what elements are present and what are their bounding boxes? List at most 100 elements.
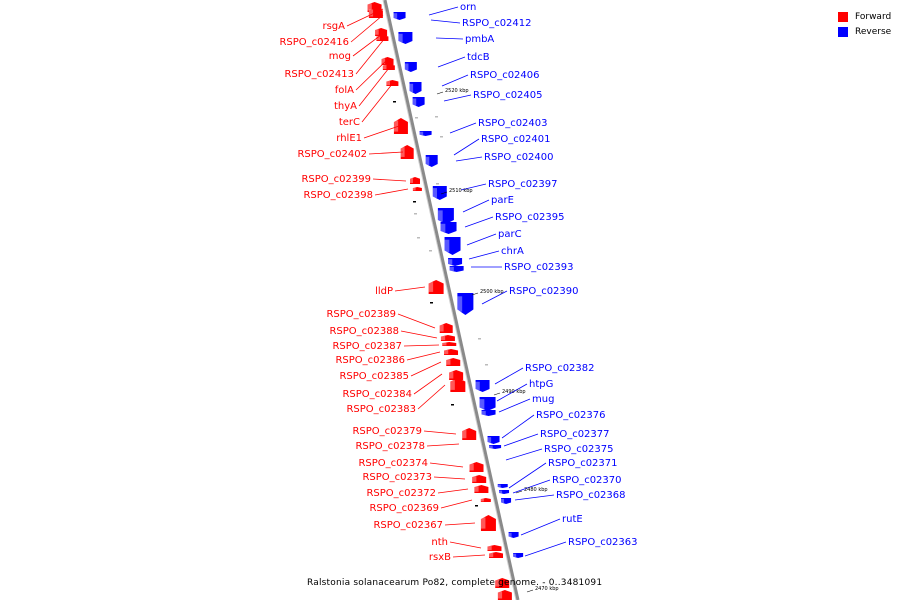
- reverse-gene-label: RSPO_c02397: [488, 179, 558, 190]
- reverse-gene-label: RSPO_c02403: [478, 118, 548, 129]
- forward-gene-6: [386, 80, 399, 86]
- forward-leader-15: [406, 351, 441, 361]
- gene-highlight: [489, 552, 494, 558]
- forward-leader-10: [374, 188, 409, 196]
- reverse-gene-9: [440, 222, 457, 234]
- reverse-gene-2: [404, 62, 417, 72]
- forward-gene-label: folA: [335, 85, 354, 96]
- reverse-leader-21: [505, 448, 543, 461]
- gene-body: [489, 552, 504, 558]
- reverse-gene-label: RSPO_c02368: [556, 490, 626, 501]
- forward-gene-label: rsgA: [322, 21, 345, 32]
- forward-gene-17: [449, 370, 464, 380]
- gene-body: [425, 155, 438, 167]
- forward-leader-23: [437, 488, 469, 494]
- forward-leader-13: [400, 330, 438, 339]
- gene-highlight: [398, 33, 403, 43]
- forward-leader-25: [444, 522, 476, 526]
- backbone-shadow: [382, 0, 517, 600]
- gene-body: [474, 485, 489, 493]
- gene-highlight: [386, 80, 390, 86]
- gene-highlight: [449, 371, 454, 379]
- gene-body: [419, 131, 432, 136]
- forward-gene-label: RSPO_c02374: [358, 458, 428, 469]
- gene-body: [437, 208, 454, 224]
- reverse-gene-label: RSPO_c02370: [552, 475, 622, 486]
- gene-highlight: [487, 437, 492, 443]
- reverse-gene-label: htpG: [529, 379, 553, 390]
- scale-tick-label: 2510 kbp: [449, 188, 473, 194]
- gene-body: [487, 436, 500, 444]
- forward-gene-12: [439, 323, 453, 333]
- forward-gene-label: RSPO_c02372: [366, 488, 436, 499]
- gene-highlight: [472, 476, 477, 482]
- gene-highlight: [497, 484, 501, 488]
- gene-body: [444, 237, 461, 255]
- gene-body: [497, 484, 508, 488]
- gene-body: [472, 475, 487, 483]
- reverse-leader-4: [441, 74, 469, 87]
- gene-highlight: [449, 266, 454, 272]
- reverse-gene-6: [425, 155, 438, 167]
- forward-leader-14: [403, 344, 440, 347]
- forward-gene-24: [480, 515, 496, 531]
- forward-gene-11: [428, 280, 444, 294]
- scale-tick-label: 2470 kbp: [535, 586, 559, 592]
- gene-body: [475, 380, 490, 392]
- map-dot-11: [430, 302, 433, 304]
- gene-body: [449, 266, 464, 272]
- gene-highlight: [474, 486, 479, 492]
- reverse-leader-10: [462, 199, 490, 213]
- gene-body: [440, 335, 455, 341]
- gene-body: [442, 342, 457, 346]
- reverse-gene-1: [398, 32, 413, 44]
- gene-highlight: [469, 463, 474, 471]
- gene-highlight: [376, 35, 381, 41]
- reverse-gene-label: parE: [491, 195, 514, 206]
- forward-leader-5: [358, 67, 390, 107]
- gene-highlight: [444, 239, 450, 253]
- map-dot-6: [485, 364, 488, 366]
- gene-highlight: [425, 156, 430, 166]
- gene-highlight: [428, 282, 434, 292]
- reverse-gene-label: RSPO_c02406: [470, 70, 540, 81]
- map-dot-10: [475, 505, 478, 507]
- reverse-gene-label: RSPO_c02390: [509, 286, 579, 297]
- reverse-leader-2: [435, 37, 464, 40]
- forward-gene-label: RSPO_c02386: [335, 355, 405, 366]
- forward-gene-26: [489, 552, 504, 558]
- gene-body: [508, 532, 519, 538]
- scale-tick-label: 2480 kbp: [524, 487, 548, 493]
- gene-highlight: [382, 64, 387, 70]
- gene-highlight: [457, 296, 463, 312]
- gene-highlight: [440, 223, 446, 233]
- reverse-leader-12: [466, 233, 497, 246]
- map-dot-12: [435, 116, 438, 118]
- gene-highlight: [368, 9, 374, 17]
- reverse-gene-18: [489, 445, 502, 449]
- map-dot-5: [478, 338, 481, 340]
- forward-leader-4: [355, 59, 388, 91]
- reverse-leader-1: [430, 19, 461, 24]
- forward-gene-4: [381, 57, 394, 65]
- scale-tick-mark-2: [471, 292, 479, 296]
- forward-leader-8: [368, 151, 404, 155]
- reverse-leader-7: [453, 138, 480, 156]
- gene-highlight: [495, 579, 500, 587]
- reverse-gene-label: RSPO_c02382: [525, 363, 595, 374]
- gene-body: [446, 358, 461, 366]
- genome-backbone: [383, 0, 520, 600]
- gene-highlight: [479, 399, 485, 409]
- gene-body: [393, 118, 408, 134]
- forward-gene-label: RSPO_c02385: [339, 371, 409, 382]
- forward-gene-label: rhlE1: [336, 133, 362, 144]
- gene-body: [432, 186, 447, 200]
- gene-highlight: [513, 553, 517, 558]
- gene-body: [450, 378, 466, 392]
- legend-reverse: Reverse: [838, 24, 891, 39]
- reverse-leader-22: [508, 462, 547, 489]
- scale-tick-label: 2520 kbp: [445, 88, 469, 94]
- reverse-leader-15: [481, 290, 508, 305]
- map-dot-3: [417, 237, 420, 239]
